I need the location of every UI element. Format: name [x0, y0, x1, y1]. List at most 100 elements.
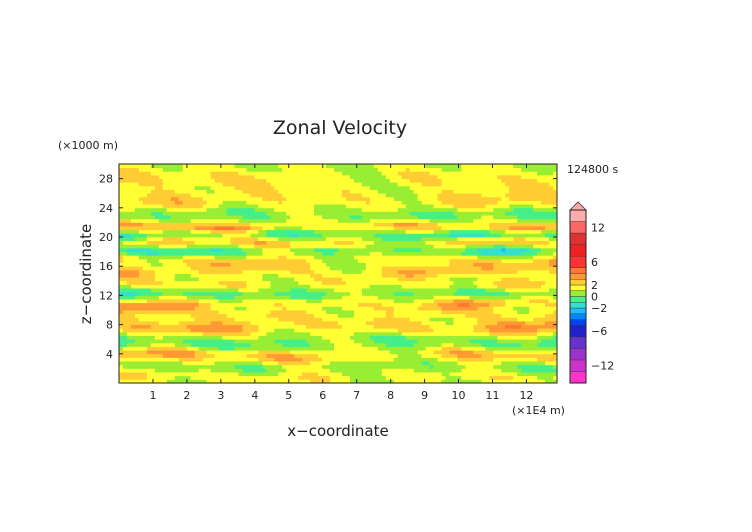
contour-cell — [553, 306, 558, 311]
contour-cell — [202, 299, 207, 304]
contour-cell — [517, 299, 522, 304]
contour-cell — [270, 269, 275, 274]
contour-cell — [214, 291, 219, 296]
contour-cell — [477, 262, 482, 267]
contour-cell — [238, 295, 243, 300]
contour-cell — [477, 357, 482, 362]
contour-cell — [290, 288, 295, 293]
contour-cell — [369, 273, 375, 278]
contour-cell — [465, 280, 470, 285]
contour-cell — [453, 280, 458, 285]
contour-cell — [214, 269, 219, 274]
contour-cell — [529, 280, 534, 285]
contour-cell — [222, 280, 227, 285]
contour-cell — [465, 288, 470, 293]
contour-cell — [445, 368, 450, 373]
contour-cell — [174, 262, 180, 267]
contour-cell — [206, 266, 211, 271]
contour-cell — [389, 335, 395, 340]
contour-cell — [122, 320, 128, 325]
contour-cell — [218, 218, 223, 223]
contour-cell — [178, 306, 184, 311]
contour-cell — [401, 346, 407, 351]
contour-cell — [481, 328, 486, 333]
contour-cell — [513, 233, 518, 238]
contour-cell — [186, 375, 192, 380]
contour-cell — [222, 361, 227, 366]
contour-cell — [250, 222, 255, 227]
contour-cell — [345, 364, 351, 369]
contour-cell — [453, 328, 458, 333]
contour-cell — [493, 244, 498, 249]
contour-cell — [310, 350, 315, 355]
contour-cell — [162, 295, 168, 300]
contour-cell — [405, 306, 411, 311]
contour-cell — [234, 288, 239, 293]
contour-cell — [513, 331, 518, 336]
contour-cell — [513, 302, 518, 307]
contour-cell — [182, 357, 188, 362]
contour-cell — [341, 288, 347, 293]
contour-cell — [190, 353, 196, 358]
contour-cell — [154, 258, 160, 263]
contour-cell — [437, 346, 442, 351]
contour-cell — [262, 295, 267, 300]
contour-cell — [158, 262, 164, 267]
contour-cell — [341, 361, 347, 366]
contour-cell — [222, 266, 227, 271]
contour-cell — [485, 328, 490, 333]
contour-cell — [126, 320, 132, 325]
contour-cell — [254, 277, 259, 282]
contour-cell — [166, 215, 172, 220]
contour-cell — [457, 346, 462, 351]
contour-cell — [349, 361, 355, 366]
contour-cell — [318, 339, 323, 344]
contour-cell — [365, 226, 371, 231]
contour-cell — [154, 299, 160, 304]
contour-cell — [266, 361, 271, 366]
contour-cell — [485, 266, 490, 271]
contour-cell — [226, 222, 231, 227]
contour-cell — [457, 372, 462, 377]
contour-cell — [461, 277, 466, 282]
contour-cell — [214, 353, 219, 358]
contour-cell — [373, 324, 379, 329]
contour-cell — [469, 375, 474, 380]
contour-cell — [154, 331, 160, 336]
contour-cell — [270, 353, 275, 358]
contour-cell — [282, 295, 287, 300]
contour-cell — [413, 310, 419, 315]
contour-cell — [373, 251, 379, 256]
contour-cell — [413, 306, 419, 311]
contour-cell — [186, 215, 192, 220]
contour-cell — [242, 226, 247, 231]
contour-cell — [517, 218, 522, 223]
contour-cell — [429, 226, 434, 231]
contour-cell — [353, 328, 359, 333]
contour-cell — [437, 240, 442, 245]
contour-cell — [174, 291, 180, 296]
contour-cell — [222, 233, 227, 238]
contour-cell — [453, 295, 458, 300]
contour-cell — [361, 229, 367, 234]
contour-cell — [338, 324, 343, 329]
contour-cell — [250, 237, 255, 242]
contour-cell — [130, 353, 136, 358]
contour-cell — [537, 226, 542, 231]
contour-cell — [274, 342, 279, 347]
contour-cell — [417, 277, 423, 282]
contour-cell — [389, 273, 395, 278]
contour-cell — [322, 342, 327, 347]
contour-cell — [433, 353, 438, 358]
contour-cell — [345, 302, 351, 307]
contour-cell — [222, 229, 227, 234]
contour-cell — [162, 299, 168, 304]
contour-cell — [146, 379, 152, 384]
contour-cell — [326, 379, 331, 384]
contour-cell — [198, 229, 204, 234]
contour-cell — [258, 251, 263, 256]
contour-cell — [178, 273, 184, 278]
contour-cell — [553, 324, 558, 329]
contour-cell — [286, 328, 291, 333]
contour-cell — [194, 273, 200, 278]
